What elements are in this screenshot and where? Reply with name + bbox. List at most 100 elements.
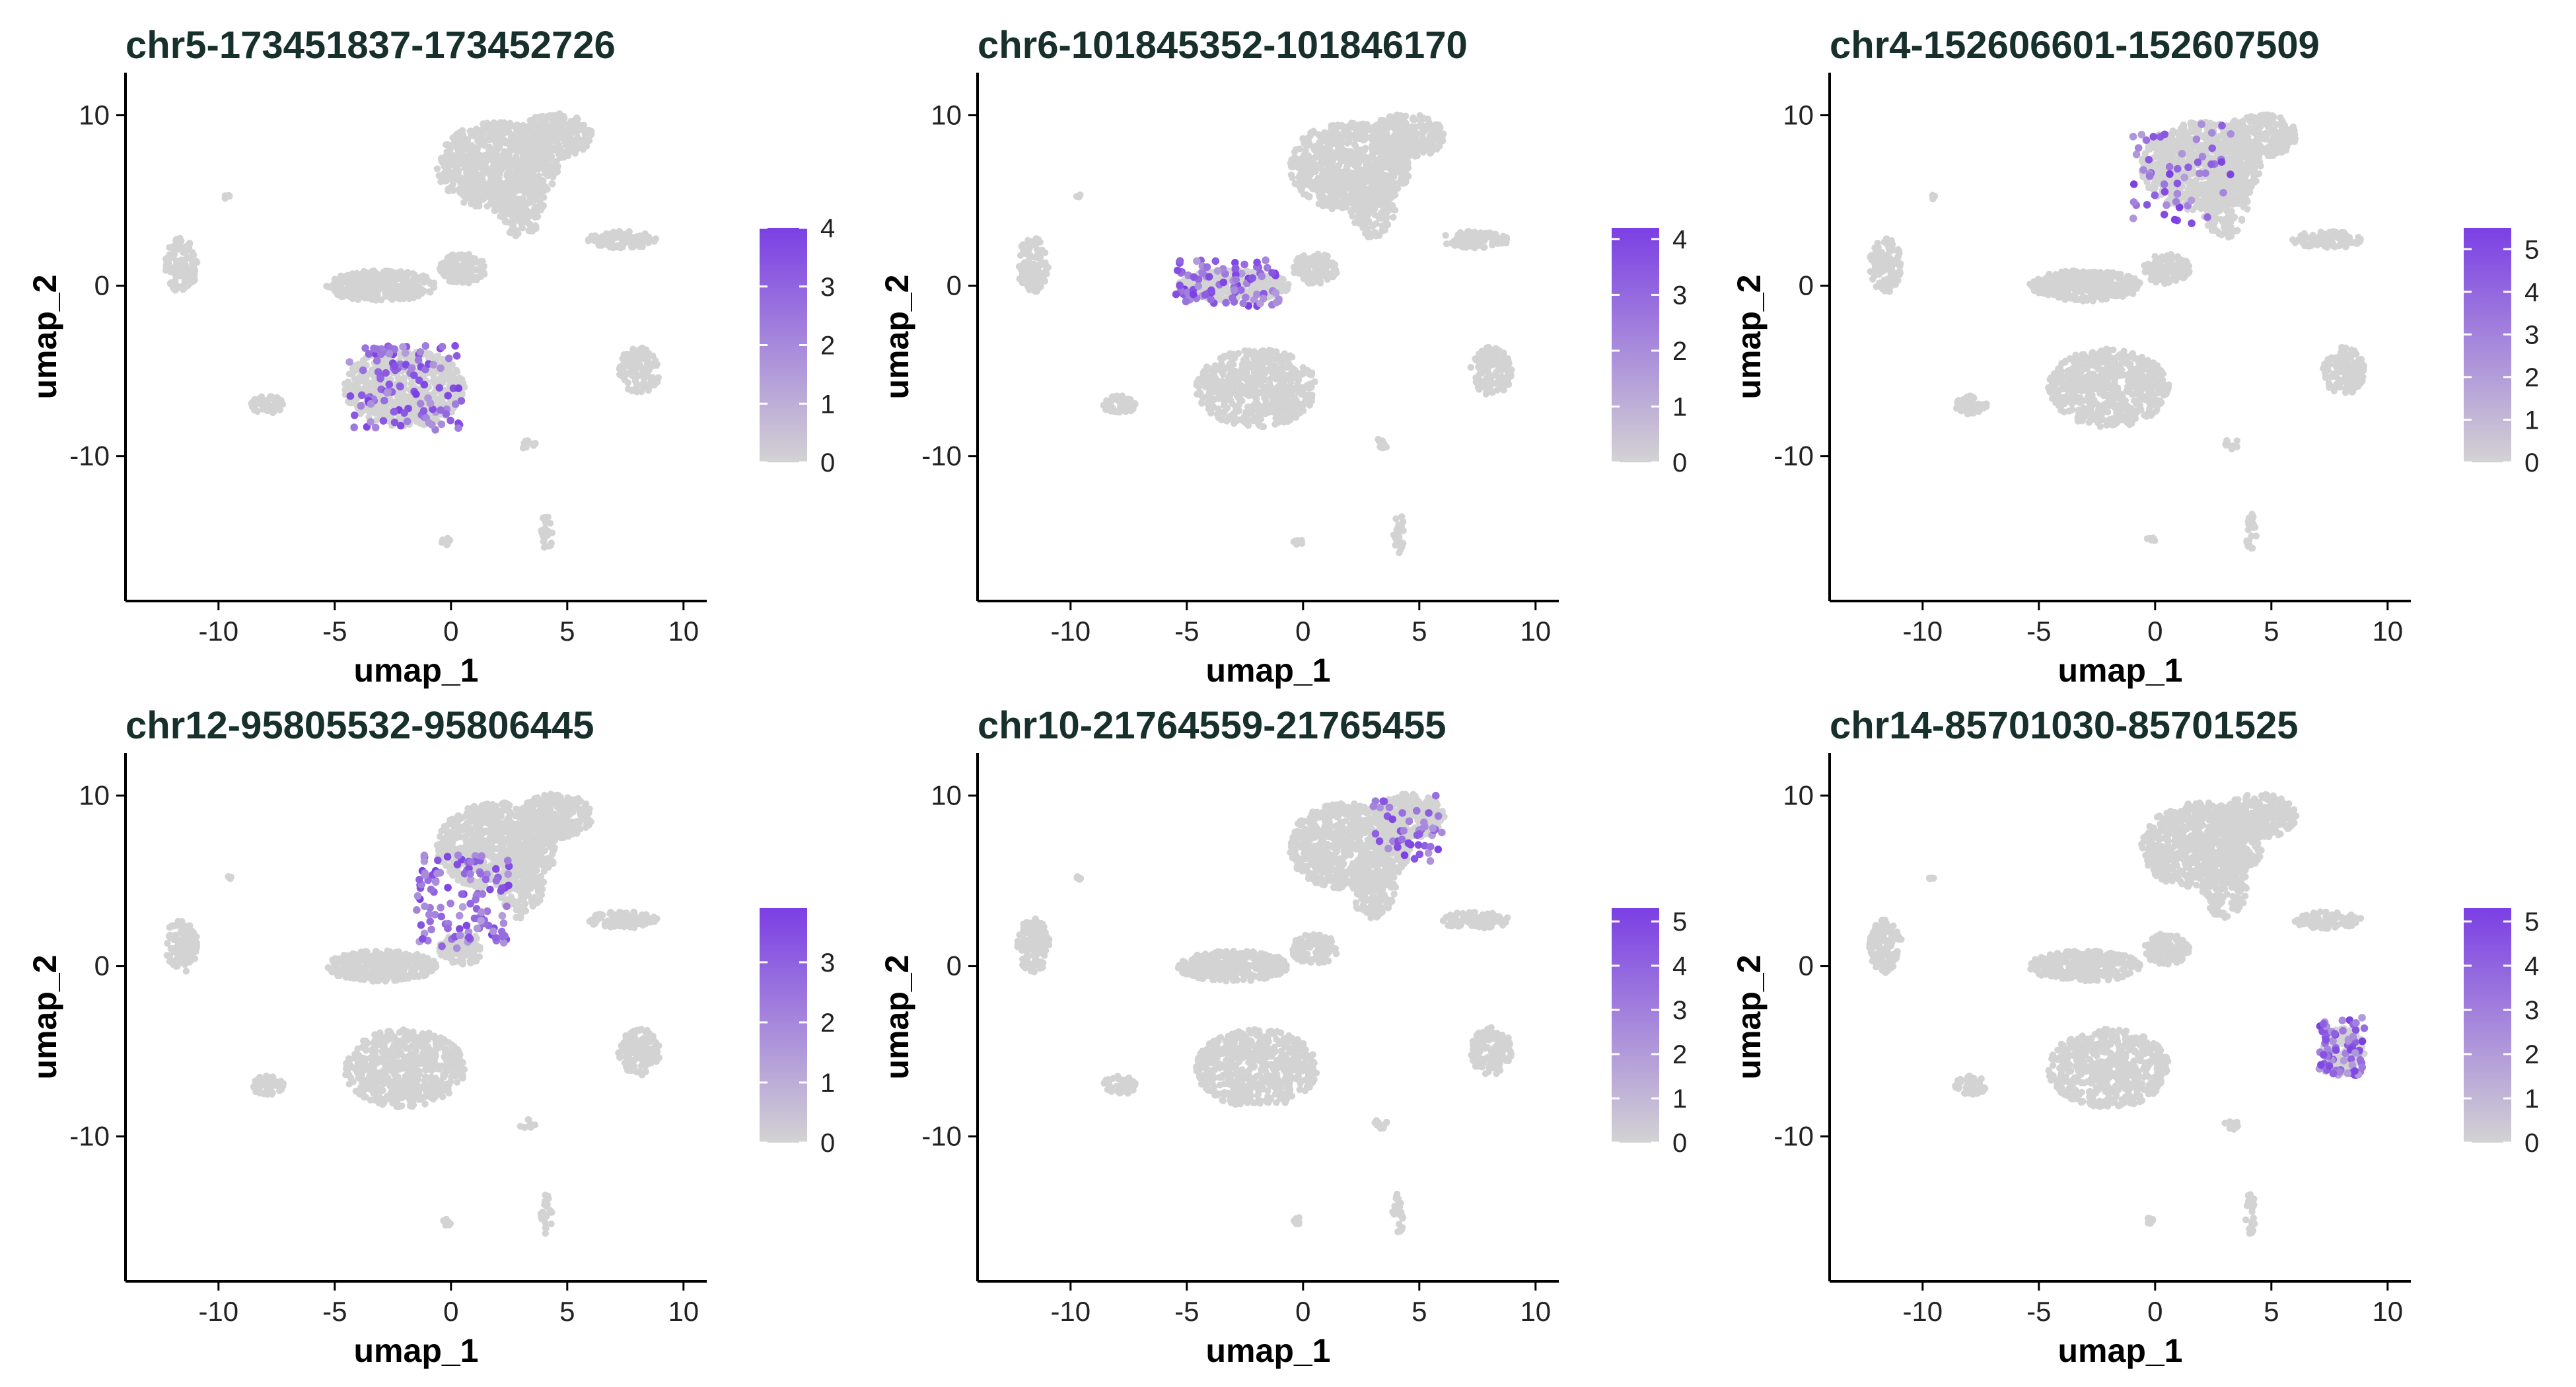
cell-point (1019, 262, 1025, 269)
cell-point (1330, 197, 1336, 204)
cell-point (345, 283, 351, 289)
expressing-cell (400, 409, 408, 417)
cell-point (1349, 124, 1356, 131)
cell-point (629, 386, 635, 393)
cell-point (516, 171, 522, 178)
cell-point (1339, 168, 1345, 175)
cell-point (1289, 158, 1295, 164)
cell-point (508, 133, 515, 140)
cell-point (439, 392, 445, 399)
cell-point (1305, 163, 1311, 170)
cell-point (1312, 143, 1318, 149)
expressing-cell (415, 356, 423, 364)
cell-point (443, 141, 449, 148)
cell-point (1316, 177, 1323, 184)
cell-point (1219, 378, 1225, 384)
cell-point (382, 267, 389, 274)
cell-point (466, 145, 472, 152)
cell-point (268, 393, 274, 400)
cell-point (549, 180, 555, 187)
cell-point (1434, 122, 1441, 128)
cell-point (493, 133, 499, 139)
expressing-cell (436, 384, 444, 392)
cell-point (458, 139, 465, 146)
cell-point (252, 396, 258, 403)
cell-point (1029, 238, 1036, 245)
cell-point (173, 236, 180, 242)
x-tick-label: 5 (559, 616, 575, 647)
cell-point (1041, 277, 1048, 283)
cell-point (1277, 281, 1284, 288)
expressing-cell (396, 383, 404, 391)
cell-point (1359, 156, 1366, 162)
cell-point (1324, 253, 1331, 260)
cell-point (1477, 229, 1484, 236)
cell-point (505, 205, 511, 211)
cell-point (530, 149, 536, 155)
cell-point (1312, 161, 1319, 168)
cell-point (515, 186, 522, 193)
expressing-cell (412, 390, 420, 398)
cell-point (1330, 190, 1336, 196)
cell-point (645, 350, 652, 357)
cell-point (501, 158, 508, 164)
cell-point (408, 354, 415, 361)
cell-point (461, 266, 468, 273)
scale-tick-label: 2 (820, 332, 835, 361)
cell-point (1425, 116, 1431, 122)
cell-point (1288, 172, 1295, 178)
cell-point (375, 405, 381, 411)
cell-point (1275, 369, 1281, 375)
cell-point (472, 275, 478, 281)
cell-point (1308, 372, 1315, 378)
cell-point (1426, 133, 1433, 139)
cell-point (390, 271, 397, 277)
cell-point (1357, 121, 1364, 127)
cell-point (1367, 185, 1373, 192)
cell-point (1410, 114, 1416, 121)
cell-point (1231, 415, 1237, 422)
cell-point (614, 234, 620, 240)
cell-point (480, 162, 486, 169)
cell-point (1457, 229, 1464, 236)
cell-point (624, 234, 630, 241)
cell-point (437, 178, 444, 185)
cell-point (580, 146, 587, 153)
cell-point (550, 112, 557, 119)
cell-points (162, 110, 662, 551)
cell-point (1299, 256, 1305, 262)
cell-point (166, 261, 172, 267)
x-tick-label: 0 (443, 616, 458, 647)
expressing-cell (438, 421, 446, 429)
scale-tick-label: 4 (820, 214, 835, 243)
cell-point (1244, 378, 1251, 384)
expressing-cell (417, 348, 425, 356)
cell-point (1378, 165, 1385, 172)
cell-point (459, 157, 466, 163)
cell-point (653, 379, 660, 386)
cell-point (484, 203, 491, 209)
cell-point (517, 178, 524, 185)
cell-point (517, 219, 524, 225)
cell-point (189, 249, 196, 256)
cell-point (538, 530, 545, 536)
cell-point (449, 135, 456, 141)
cell-point (493, 148, 500, 155)
cell-point (1361, 147, 1367, 154)
cell-point (442, 154, 448, 160)
expressing-cell (373, 357, 381, 365)
cell-point (470, 131, 477, 137)
cell-point (1480, 244, 1487, 251)
cell-point (1196, 376, 1203, 382)
cell-point (1019, 241, 1026, 248)
expressing-cell (452, 400, 460, 408)
expressing-cell (429, 361, 437, 369)
cell-point (1370, 172, 1377, 178)
cell-point (277, 397, 284, 404)
expressing-cell (437, 406, 445, 414)
cell-point (1427, 150, 1433, 157)
cell-point (427, 281, 434, 287)
cell-point (653, 235, 659, 242)
cell-point (573, 125, 580, 132)
cell-point (1310, 128, 1316, 135)
